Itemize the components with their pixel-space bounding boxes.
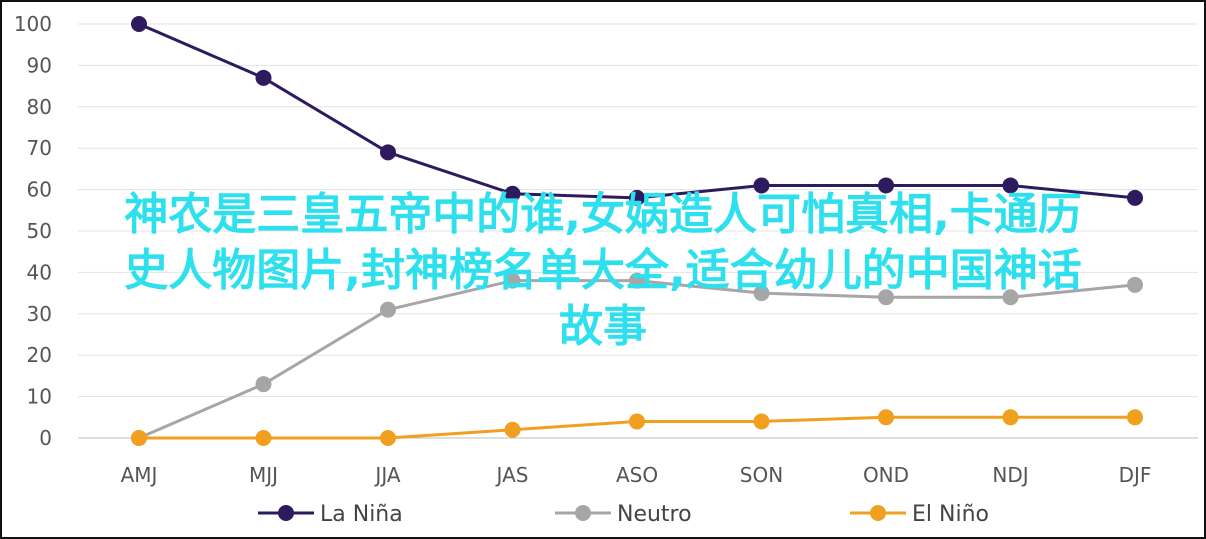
data-point: [255, 69, 272, 86]
y-tick-label: 30: [27, 302, 52, 326]
x-tick-label: NDJ: [992, 463, 1028, 487]
y-tick-label: 100: [14, 12, 52, 36]
series-0: [131, 16, 1143, 206]
data-point: [131, 16, 147, 32]
legend-item-1: Neutro: [555, 502, 692, 527]
x-tick-label: ASO: [616, 463, 658, 487]
y-axis-ticks: 0 10 20 30 40 50 60 70 80 90 100: [14, 12, 52, 450]
data-point: [504, 421, 521, 438]
data-point: [1127, 409, 1143, 426]
series-line: [138, 22, 1136, 200]
data-point: [504, 272, 521, 289]
data-point: [878, 289, 894, 306]
overlay-text-line-3: 故事: [559, 301, 647, 352]
data-point: [753, 285, 770, 302]
data-point: [255, 430, 272, 446]
data-point: [629, 272, 645, 289]
data-point: [1127, 189, 1143, 206]
data-point: [629, 413, 645, 430]
y-tick-label: 40: [27, 260, 52, 284]
legend-label: El Niño: [912, 502, 989, 527]
data-point: [629, 189, 645, 206]
legend-item-2: El Niño: [850, 502, 989, 527]
data-point: [380, 430, 396, 446]
legend-marker: [870, 505, 886, 521]
overlay-text-line-2: 史人物图片,封神榜名单大全,适合幼儿的中国神话: [124, 245, 1082, 296]
x-tick-label: JAS: [495, 463, 529, 487]
data-point: [878, 409, 894, 426]
y-tick-label: 20: [27, 343, 52, 367]
x-tick-label: AMJ: [121, 463, 158, 487]
legend: La Niña Neutro El Niño: [258, 502, 989, 527]
legend-item-0: La Niña: [258, 502, 403, 527]
y-tick-label: 10: [27, 385, 52, 409]
y-tick-label: 0: [39, 426, 52, 450]
y-tick-label: 80: [27, 95, 52, 119]
legend-marker: [575, 505, 591, 521]
data-point: [753, 413, 770, 430]
y-tick-label: 90: [27, 53, 52, 77]
data-point: [255, 376, 272, 393]
data-point: [1127, 276, 1143, 293]
x-tick-label: JJA: [373, 463, 400, 487]
data-point: [753, 177, 770, 194]
data-point: [1002, 289, 1019, 306]
y-tick-label: 60: [27, 178, 52, 202]
series-layer: [131, 16, 1143, 446]
data-point: [504, 185, 521, 202]
data-point: [1002, 409, 1019, 426]
data-point: [380, 144, 396, 161]
x-tick-label: MJJ: [249, 463, 278, 487]
legend-label: Neutro: [617, 502, 692, 527]
x-tick-label: SON: [740, 463, 783, 487]
data-point: [380, 301, 396, 318]
data-point: [131, 430, 147, 446]
x-tick-label: DJF: [1119, 463, 1152, 487]
x-axis-ticks: AMJ MJJ JJA JAS ASO SON OND NDJ DJF: [121, 463, 1152, 487]
y-tick-label: 50: [27, 219, 52, 243]
series-2: [131, 409, 1143, 446]
data-point: [878, 177, 894, 194]
data-point: [1002, 177, 1019, 194]
legend-marker: [278, 505, 294, 521]
y-tick-label: 70: [27, 136, 52, 160]
overlay-text-line-1: 神农是三皇五帝中的谁,女娲造人可怕真相,卡通历: [124, 189, 1082, 240]
legend-label: La Niña: [320, 502, 403, 527]
x-tick-label: OND: [863, 463, 909, 487]
